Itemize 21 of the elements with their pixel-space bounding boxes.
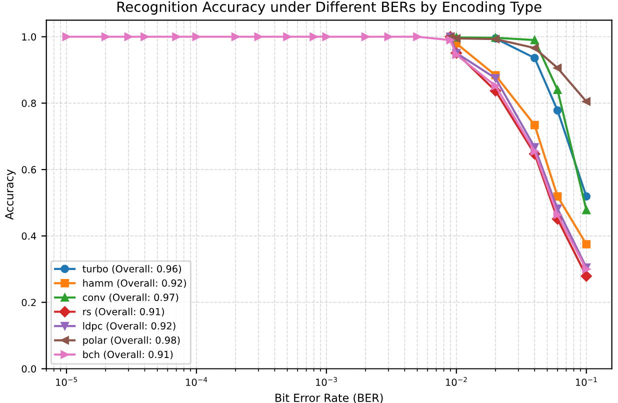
- legend-label: conv (Overall: 0.97): [82, 294, 178, 302]
- x-tick-label: 10$^{−3}$: [316, 377, 337, 386]
- y-axis-title: Accuracy: [5, 169, 16, 220]
- x-tick-label: 10$^{−1}$: [576, 377, 597, 386]
- x-axis-title: Bit Error Rate (BER): [276, 393, 383, 403]
- legend-label: turbo (Overall: 0.96): [82, 264, 182, 274]
- chart-title: Recognition Accuracy under Different BERs by Encoding Type: [117, 1, 542, 15]
- x-tick-label: 10$^{−2}$: [446, 377, 467, 386]
- legend-label: ldpc (Overall: 0.92): [83, 322, 176, 332]
- legend-label: hamm (Overall: 0.92): [83, 279, 186, 288]
- y-tick-label: 0.8: [22, 100, 36, 107]
- y-tick-label: 1.0: [22, 33, 36, 41]
- legend-label: bch (Overall: 0.91): [83, 350, 173, 360]
- legend-label: polar (Overall: 0.98): [83, 336, 180, 346]
- x-tick-label: 10$^{−5}$: [56, 377, 77, 386]
- y-tick-label: 0.2: [22, 298, 36, 306]
- y-tick-label: 0.4: [22, 232, 36, 240]
- y-tick-label: 0.6: [22, 166, 36, 174]
- legend-label: rs (Overall: 0.91): [83, 308, 164, 316]
- y-tick-label: 0.0: [22, 365, 36, 373]
- x-tick-label: 10$^{−4}$: [186, 377, 208, 386]
